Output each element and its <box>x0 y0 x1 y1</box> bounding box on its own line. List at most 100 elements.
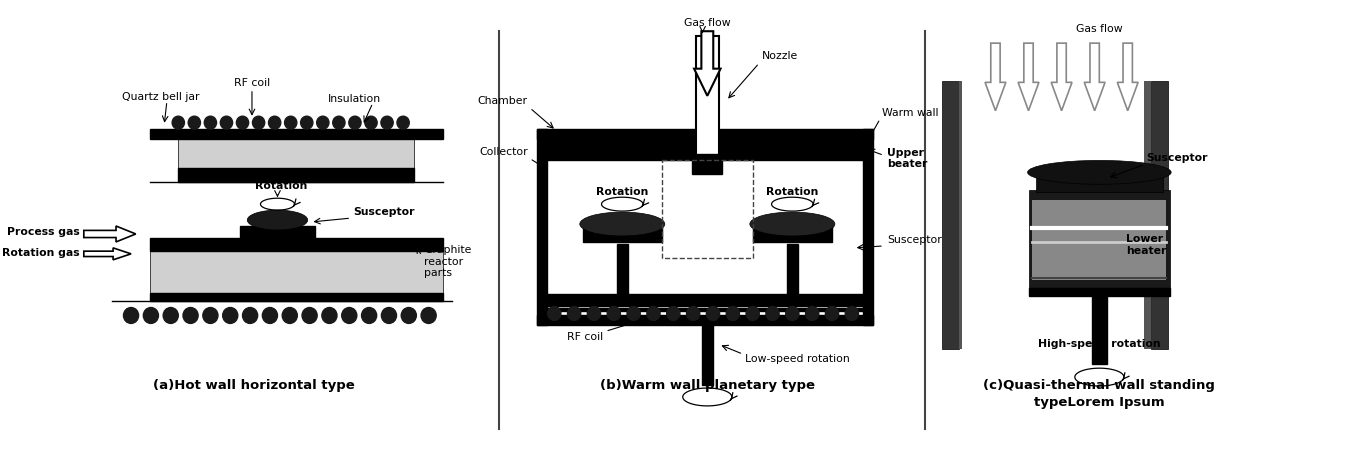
Circle shape <box>184 307 199 323</box>
Text: Gas flow: Gas flow <box>1075 24 1122 34</box>
Text: Rotation gas: Rotation gas <box>3 248 79 258</box>
Bar <box>260 213 295 227</box>
Circle shape <box>401 307 416 323</box>
Circle shape <box>252 116 264 129</box>
Text: Upper
beater: Upper beater <box>886 147 927 169</box>
Bar <box>547 139 863 160</box>
Polygon shape <box>84 248 132 260</box>
Circle shape <box>364 116 377 129</box>
Text: High-speed rotation: High-speed rotation <box>1038 339 1160 349</box>
Ellipse shape <box>749 212 834 236</box>
Bar <box>1151 81 1169 349</box>
Bar <box>1092 289 1107 364</box>
Text: Chamber: Chamber <box>478 96 527 106</box>
Text: (a)Hot wall horizontal type: (a)Hot wall horizontal type <box>153 379 355 392</box>
Bar <box>662 160 752 258</box>
Text: Susceptor: Susceptor <box>886 235 941 245</box>
Polygon shape <box>1118 43 1138 111</box>
Circle shape <box>123 307 138 323</box>
Circle shape <box>421 307 436 323</box>
Bar <box>1144 81 1151 349</box>
Bar <box>959 81 962 349</box>
Circle shape <box>607 306 621 321</box>
Circle shape <box>362 307 377 323</box>
Text: Process gas: Process gas <box>7 227 79 237</box>
Text: Nozzle: Nozzle <box>762 51 799 61</box>
Circle shape <box>707 306 719 321</box>
Bar <box>149 238 443 251</box>
Text: Lower
heater: Lower heater <box>1126 234 1166 256</box>
Bar <box>537 129 547 326</box>
Circle shape <box>747 306 759 321</box>
Circle shape <box>285 116 297 129</box>
Bar <box>696 36 719 160</box>
Circle shape <box>204 116 216 129</box>
Bar <box>240 226 315 240</box>
Circle shape <box>397 116 410 129</box>
Circle shape <box>567 306 581 321</box>
Text: Quartz bell jar: Quartz bell jar <box>122 92 199 102</box>
Circle shape <box>806 306 819 321</box>
Polygon shape <box>84 226 136 242</box>
Bar <box>547 294 863 305</box>
Circle shape <box>173 116 185 129</box>
Bar <box>149 293 443 300</box>
Circle shape <box>188 116 200 129</box>
Circle shape <box>333 116 345 129</box>
Circle shape <box>322 307 337 323</box>
Circle shape <box>163 307 178 323</box>
Bar <box>547 139 863 316</box>
Circle shape <box>349 116 362 129</box>
Text: Low-speed rotation: Low-speed rotation <box>745 354 849 364</box>
Bar <box>1033 200 1166 280</box>
Polygon shape <box>1018 43 1038 111</box>
Circle shape <box>203 307 218 323</box>
Circle shape <box>825 306 838 321</box>
Text: Rotation: Rotation <box>596 187 648 197</box>
Text: Warm wall: Warm wall <box>882 108 938 118</box>
Polygon shape <box>695 31 721 96</box>
Circle shape <box>845 306 859 321</box>
Bar <box>752 224 832 242</box>
Text: Graphite
reactor
parts: Graphite reactor parts <box>423 245 471 278</box>
Circle shape <box>301 307 316 323</box>
Bar <box>537 316 873 326</box>
Text: (c)Quasi-thermal wall standing: (c)Quasi-thermal wall standing <box>984 379 1215 392</box>
Circle shape <box>282 307 297 323</box>
Circle shape <box>144 307 159 323</box>
Bar <box>1029 288 1170 295</box>
Bar <box>941 81 959 349</box>
Circle shape <box>381 116 393 129</box>
Bar <box>616 244 627 294</box>
Bar <box>178 169 415 182</box>
Bar <box>149 129 443 139</box>
Circle shape <box>548 306 560 321</box>
Bar <box>692 154 722 174</box>
Circle shape <box>221 116 233 129</box>
Text: (b)Warm wall planetary type: (b)Warm wall planetary type <box>600 379 815 392</box>
Circle shape <box>588 306 600 321</box>
Circle shape <box>316 116 329 129</box>
Bar <box>547 307 863 311</box>
Circle shape <box>766 306 780 321</box>
Circle shape <box>237 116 249 129</box>
Text: RF coil: RF coil <box>234 78 270 88</box>
Polygon shape <box>1051 43 1071 111</box>
Circle shape <box>381 307 396 323</box>
Bar <box>537 129 873 139</box>
Circle shape <box>242 307 258 323</box>
Polygon shape <box>985 43 1006 111</box>
Text: Collector: Collector <box>479 147 527 158</box>
Bar <box>701 326 712 385</box>
Bar <box>149 251 443 293</box>
Circle shape <box>667 306 680 321</box>
Circle shape <box>686 306 700 321</box>
Text: Rotation: Rotation <box>766 187 818 197</box>
Circle shape <box>627 306 640 321</box>
Ellipse shape <box>1028 160 1171 184</box>
Bar <box>786 244 797 294</box>
Bar <box>1029 190 1170 289</box>
Text: Rotation: Rotation <box>255 181 307 191</box>
Bar <box>178 139 415 180</box>
Text: Insulation: Insulation <box>329 94 381 104</box>
